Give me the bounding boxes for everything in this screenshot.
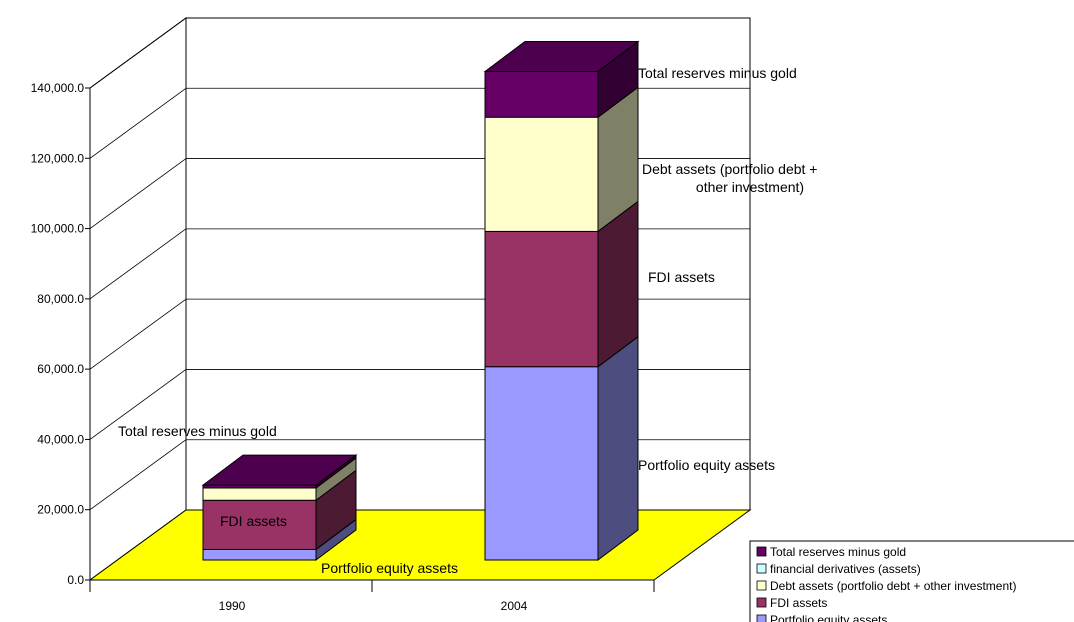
left-wall xyxy=(89,17,187,581)
legend-label: financial derivatives (assets) xyxy=(770,562,921,576)
data-annotation: Portfolio equity assets xyxy=(638,457,775,473)
data-annotation: Debt assets (portfolio debt + xyxy=(642,161,818,177)
y-tick-label: 80,000.0 xyxy=(37,292,84,306)
legend-swatch xyxy=(756,546,767,557)
gridline-diagonal xyxy=(89,439,187,511)
legend-label: FDI assets xyxy=(770,596,827,610)
gridline-diagonal xyxy=(89,87,187,159)
legend-label: Portfolio equity assets xyxy=(770,613,887,622)
legend-swatch xyxy=(756,597,767,608)
y-tick-label: 60,000.0 xyxy=(37,362,84,376)
gridline-diagonal xyxy=(89,158,187,229)
bar-segment-portfolio-equity-assets-2004-front xyxy=(484,366,599,561)
y-tick-label: 40,000.0 xyxy=(37,432,84,446)
y-tick-label: 100,000.0 xyxy=(31,222,85,236)
bar-segment-debt-assets-portfolio-debt-other-investment--2004-front xyxy=(484,116,599,232)
bar-top-face-1990 xyxy=(201,454,358,486)
bar-top-face-2004 xyxy=(483,41,640,73)
bar-segment-portfolio-equity-assets-2004-side xyxy=(597,335,639,561)
bar-segment-fdi-assets-2004-front xyxy=(484,230,599,368)
data-annotation: Total reserves minus gold xyxy=(118,423,277,439)
legend-label: Debt assets (portfolio debt + other inve… xyxy=(770,579,1016,593)
data-annotation: Total reserves minus gold xyxy=(638,65,797,81)
x-tick-label: 2004 xyxy=(501,599,528,613)
gridline-diagonal xyxy=(89,228,187,300)
legend: Total reserves minus gold financial deriv… xyxy=(749,540,1074,622)
gridline-diagonal xyxy=(89,17,187,89)
legend-swatch xyxy=(756,563,767,574)
bar-segment-fdi-assets-1990-front xyxy=(202,499,317,550)
data-annotation: FDI assets xyxy=(648,269,715,285)
back-wall xyxy=(185,17,751,511)
y-tick-label: 120,000.0 xyxy=(31,151,85,165)
gridline-diagonal xyxy=(89,369,187,440)
bar-2004 xyxy=(483,40,640,561)
y-tick-label: 140,000.0 xyxy=(31,81,85,95)
bar-segment-debt-assets-portfolio-debt-other-investment--1990-front xyxy=(202,487,317,501)
x-tick-label: 1990 xyxy=(219,599,246,613)
legend-box xyxy=(749,540,1074,622)
data-annotation: FDI assets xyxy=(220,513,287,529)
bar-segment-portfolio-equity-assets-1990-front xyxy=(202,548,317,561)
legend-swatch xyxy=(756,614,767,622)
bar-segment-total-reserves-minus-gold-2004-front xyxy=(484,71,599,118)
data-annotation: other investment) xyxy=(696,179,804,195)
y-tick-label: 20,000.0 xyxy=(37,503,84,517)
gridline-diagonal xyxy=(89,298,187,370)
legend-swatch xyxy=(756,580,767,591)
bar-1990 xyxy=(201,454,358,561)
legend-label: Total reserves minus gold xyxy=(770,545,906,559)
gridlines xyxy=(89,17,750,511)
data-annotation: Portfolio equity assets xyxy=(321,560,458,576)
y-tick-label: 0.0 xyxy=(67,573,84,587)
